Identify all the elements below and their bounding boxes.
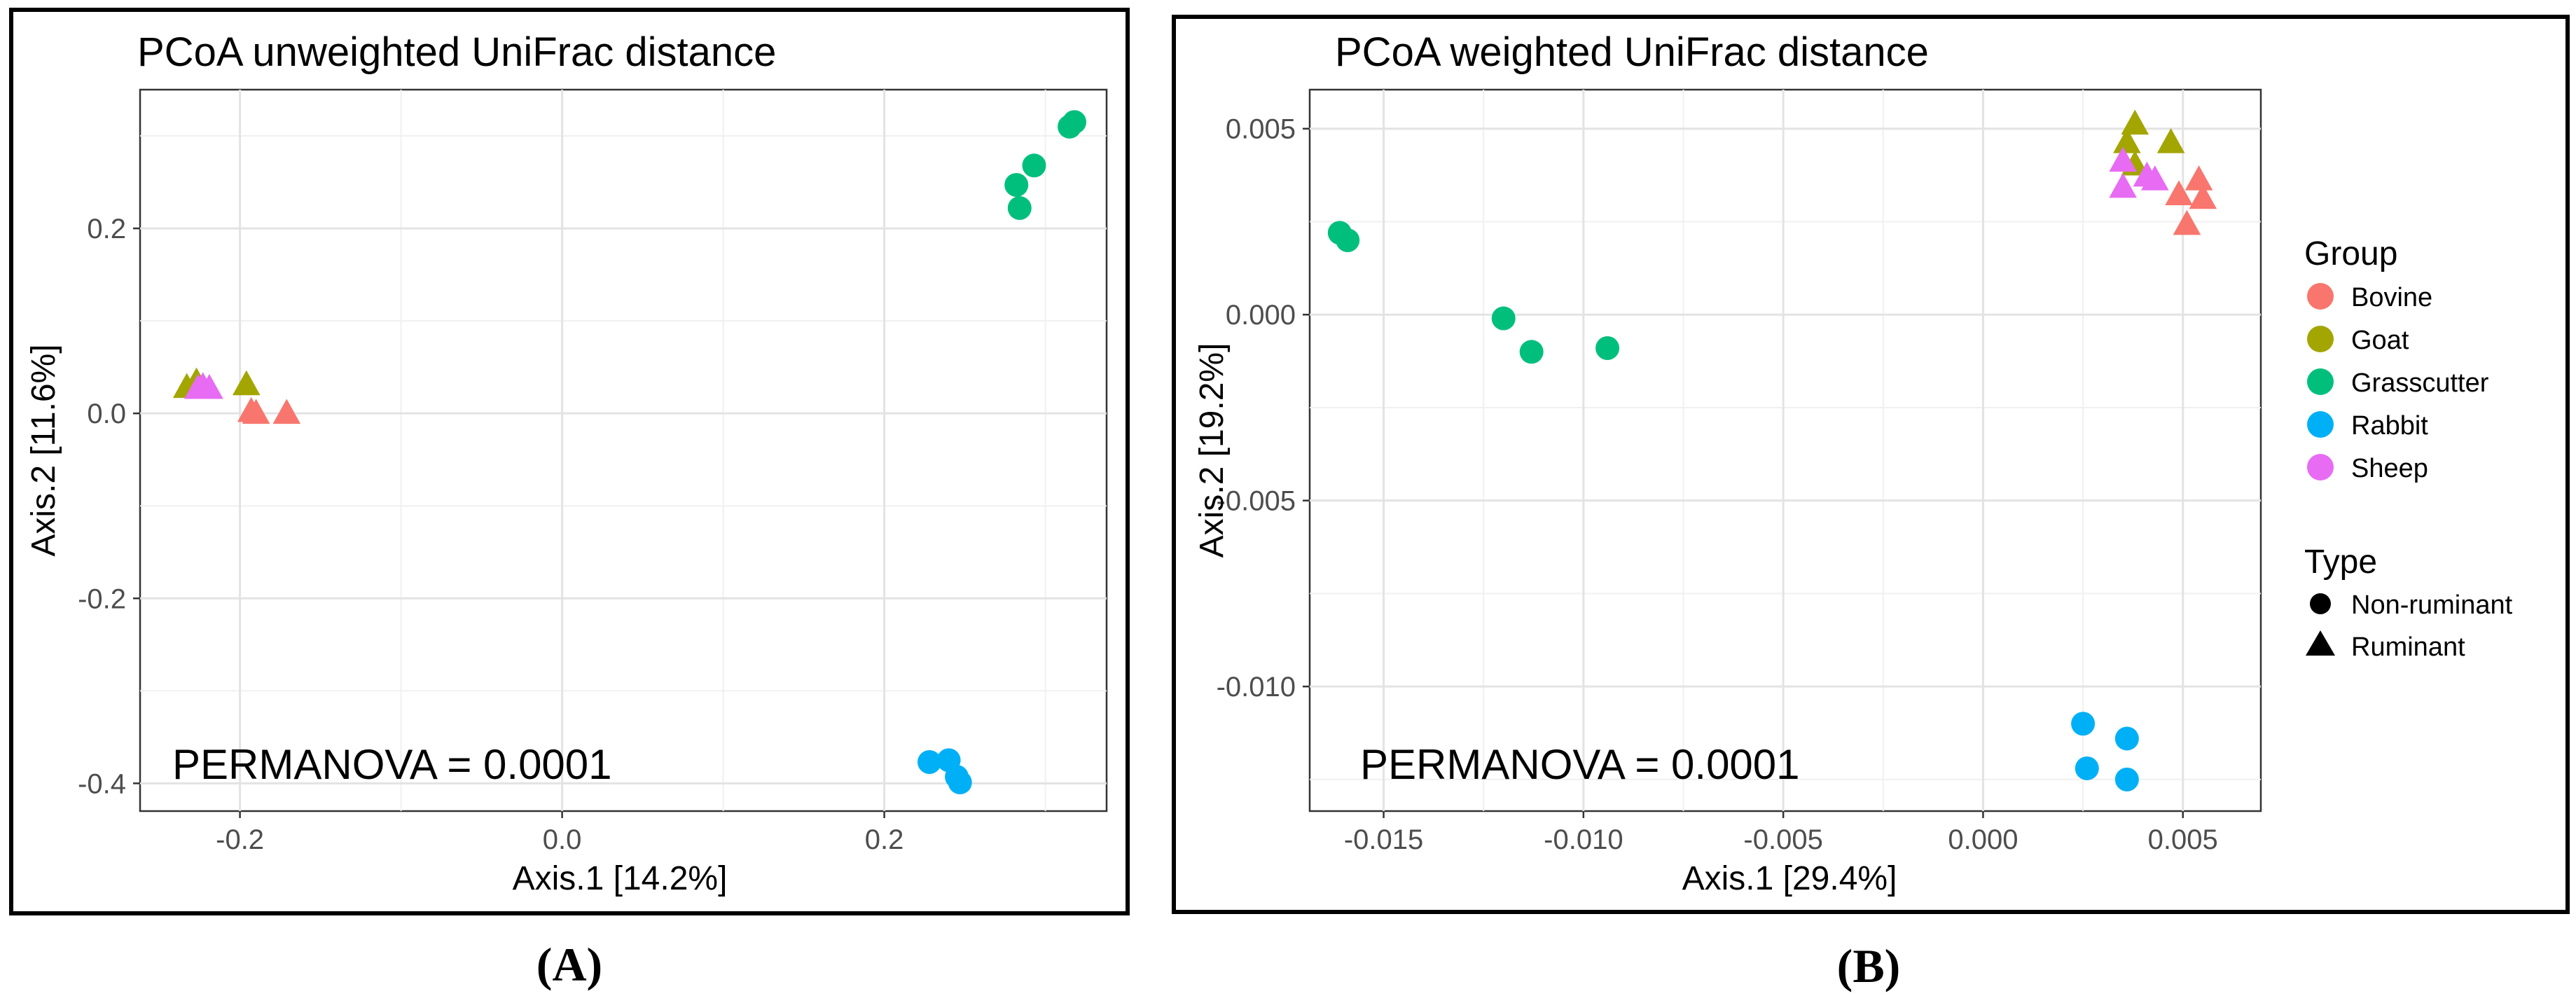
chart-b-point-sheep-3 [2140,165,2169,191]
legend-swatch-ruminant [2306,630,2335,656]
chart-b-point-rabbit-2 [2114,726,2139,751]
chart-a-x-tick-label-2: 0.2 [865,824,904,855]
chart-unweighted-unifrac: -0.2 0.0 0.2 -0.4 -0.2 0.0 0.2 PCoA unweighted… [25,29,1108,897]
chart-a-x-axis-label: Axis.1 [14.2%] [513,860,728,897]
chart-b-y-tick-label-3: 0.005 [1226,114,1296,145]
chart-b-point-goat-0 [2121,109,2149,135]
chart-b-point-rabbit-3 [2114,767,2139,791]
chart-b-point-rabbit-0 [2071,712,2096,736]
chart-b-point-goat-1 [2113,127,2141,153]
chart-weighted-unifrac: -0.015 -0.010 -0.005 0.000 0.005 -0.010 -0.005… [1193,29,2262,897]
chart-b-ticks: -0.015 -0.010 -0.005 0.000 0.005 -0.010 -0.005… [1217,114,2218,855]
chart-a-grid [140,90,1107,811]
chart-a-point-goat-3 [233,370,261,396]
chart-a-point-sheep-2 [195,373,223,399]
chart-a-y-tick-label-3: 0.2 [87,214,126,244]
chart-a-point-rabbit-0 [917,750,941,775]
legend-swatch-grasscutter [2307,368,2334,395]
chart-a-ticks: -0.2 0.0 0.2 -0.4 -0.2 0.0 0.2 [78,214,903,855]
chart-b-point-grasscutter-4 [1595,336,1620,360]
chart-b-point-grasscutter-1 [1336,228,1360,253]
chart-b-point-sheep-0 [2109,146,2137,172]
chart-b-x-axis-label: Axis.1 [29.4%] [1682,860,1897,897]
chart-b-point-goat-2 [2156,127,2185,153]
legend-swatch-goat [2307,326,2334,352]
legend-group-entry-rabbit: Rabbit [2307,411,2428,441]
chart-a-y-tick-label-2: 0.0 [87,399,126,429]
chart-a-points [172,110,1086,795]
legend-label-rabbit: Rabbit [2351,411,2428,441]
legend-group-entry-grasscutter: Grasscutter [2307,368,2489,398]
legend-group-entry-sheep: Sheep [2307,454,2428,483]
chart-a-x-tick-label-1: 0.0 [543,824,582,855]
chart-a-point-bovine-1 [242,399,270,424]
chart-b-y-tick-label-2: 0.000 [1226,300,1296,331]
legend-swatch-bovine [2307,283,2334,310]
legend-swatch-non-ruminant [2310,593,2331,614]
chart-a-title: PCoA unweighted UniFrac distance [137,29,776,75]
chart-a-x-tick-label-0: -0.2 [216,824,264,855]
legend-label-bovine: Bovine [2351,283,2432,312]
chart-a-point-grasscutter-2 [1007,196,1032,221]
chart-b-y-tick-label-1: -0.005 [1217,486,1296,517]
chart-a-y-tick-label-1: -0.2 [78,583,126,614]
legend-type-entry-non-ruminant: Non-ruminant [2310,590,2513,620]
chart-b-point-grasscutter-3 [1519,340,1544,364]
chart-b-plot-background [1308,88,2262,812]
chart-b-y-axis-label: Axis.2 [19.2%] [1193,343,1231,558]
chart-a-point-grasscutter-1 [1022,153,1046,178]
chart-b-x-tick-label-2: -0.005 [1743,824,1822,855]
chart-b-point-bovine-0 [2165,180,2193,205]
chart-b-point-bovine-1 [2184,165,2213,191]
legend-label-sheep: Sheep [2351,454,2428,483]
panel-label-b: (B) [1837,939,1901,992]
legend-swatch-sheep [2307,454,2334,480]
chart-a-point-grasscutter-4 [1062,110,1086,134]
chart-a-plot-background [139,88,1108,812]
chart-b-point-bovine-2 [2189,184,2217,209]
chart-b-title: PCoA weighted UniFrac distance [1335,29,1929,75]
chart-a-point-bovine-2 [272,399,301,424]
panel-label-a: (A) [536,938,602,991]
legend-label-goat: Goat [2351,326,2409,355]
chart-a-point-grasscutter-0 [1004,173,1029,198]
legend-type-entry-ruminant: Ruminant [2306,630,2465,662]
legend-swatch-rabbit [2307,411,2334,438]
legend-label-grasscutter: Grasscutter [2351,368,2489,398]
chart-a-permanova-annotation: PERMANOVA = 0.0001 [172,741,612,788]
chart-b-x-tick-label-4: 0.005 [2148,824,2218,855]
chart-b-grid [1310,90,2261,811]
chart-b-point-bovine-3 [2173,209,2201,235]
legend-label-non-ruminant: Non-ruminant [2351,590,2513,620]
legend-group-entry-goat: Goat [2307,326,2409,355]
chart-b-y-tick-label-0: -0.010 [1217,672,1296,703]
chart-b-point-grasscutter-2 [1491,306,1516,331]
chart-b-x-tick-label-0: -0.015 [1344,824,1423,855]
legend-type-title: Type [2304,544,2377,581]
chart-b-points [1327,109,2217,791]
chart-b-point-sheep-1 [2109,172,2137,198]
legend: Group Bovine Goat Grasscutter Rabbit She… [2304,235,2513,662]
chart-a-point-rabbit-3 [948,770,972,795]
chart-a-y-axis-label: Axis.2 [11.6%] [25,344,62,556]
legend-group-entry-bovine: Bovine [2307,283,2432,312]
legend-group-title: Group [2304,235,2397,272]
chart-b-x-tick-label-3: 0.000 [1948,824,2018,855]
chart-b-x-tick-label-1: -0.010 [1544,824,1623,855]
chart-a-y-tick-label-0: -0.4 [78,768,126,799]
chart-b-permanova-annotation: PERMANOVA = 0.0001 [1360,741,1800,788]
legend-label-ruminant: Ruminant [2351,632,2465,662]
chart-b-point-rabbit-1 [2075,756,2099,780]
